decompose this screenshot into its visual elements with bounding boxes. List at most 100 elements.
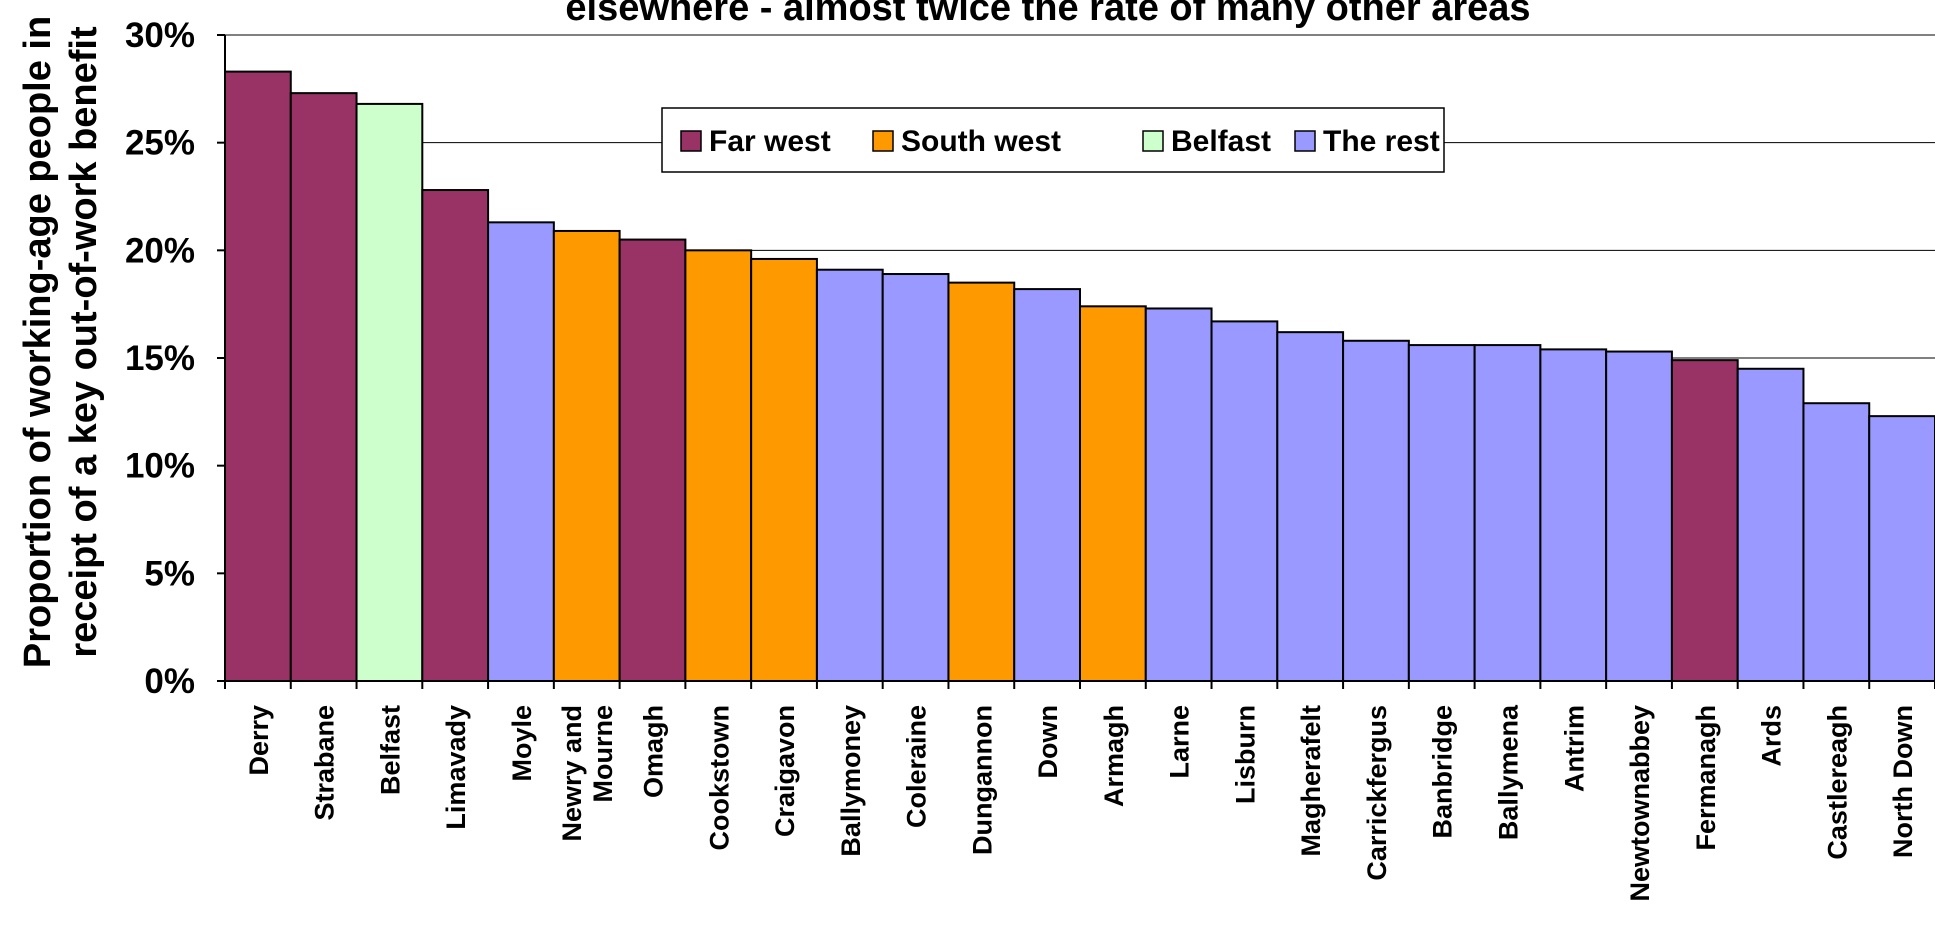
- bar-carrickfergus: [1342, 339, 1410, 682]
- x-tick-label: Newry and Mourne: [557, 705, 618, 842]
- y-axis-label-line-2: receipt of a key out-of-work benefit: [63, 26, 105, 658]
- x-tick-label: Dungannon: [967, 705, 997, 855]
- x-tick-label: Ballymena: [1494, 704, 1524, 840]
- bar-dungannon: [947, 281, 1016, 682]
- bar-coleraine: [881, 273, 950, 682]
- x-tick-label: North Down: [1888, 705, 1918, 858]
- x-tick-label-line: Mourne: [588, 705, 618, 803]
- bar-cookstown: [684, 249, 753, 682]
- x-tick-label-line: Magherafelt: [1296, 705, 1326, 857]
- legend-swatch: [872, 130, 894, 152]
- bar-moyle: [487, 221, 555, 682]
- x-tick-label: Fermanagh: [1691, 705, 1721, 851]
- bar-down: [1013, 288, 1082, 682]
- y-axis-label: Proportion of working-age people in rece…: [17, 16, 105, 668]
- legend-label: Belfast: [1171, 125, 1271, 158]
- x-tick-label: Larne: [1165, 705, 1195, 779]
- bar-derry: [224, 70, 292, 682]
- y-tick-label: 25%: [125, 124, 195, 163]
- bar-fermanagh: [1670, 359, 1739, 682]
- x-tick-label-line: Banbridge: [1428, 705, 1458, 839]
- bar-newtownabbey: [1605, 350, 1673, 682]
- bar-north-down: [1868, 415, 1935, 682]
- x-tick-label: Newtownabbey: [1625, 705, 1655, 902]
- x-tick-label-line: Limavady: [441, 705, 471, 830]
- x-tick-label: Ards: [1757, 705, 1787, 767]
- bar-newry-and-mourne: [552, 229, 621, 682]
- y-tick-label: 10%: [125, 447, 195, 486]
- x-tick-label-line: Larne: [1165, 705, 1195, 779]
- x-tick-label-line: Ballymoney: [836, 705, 866, 857]
- x-tick-label: Limavady: [441, 705, 471, 830]
- bar-antrim: [1539, 348, 1608, 682]
- legend: Far west South west Belfast The rest: [661, 107, 1445, 173]
- bar-craigavon: [750, 257, 818, 682]
- x-tick-label: Moyle: [507, 705, 537, 782]
- axes: [217, 34, 1935, 689]
- x-tick-label: Ballymoney: [836, 705, 866, 857]
- y-tick-labels: 0% 5% 10% 15% 20% 25% 30%: [125, 16, 195, 701]
- legend-swatch: [1142, 130, 1164, 152]
- x-tick-label: Derry: [244, 705, 274, 776]
- x-tick-label-line: Carrickfergus: [1362, 705, 1392, 881]
- bar-castlereagh: [1802, 402, 1871, 682]
- legend-swatch: [680, 130, 702, 152]
- legend-swatch: [1294, 130, 1316, 152]
- legend-label: Far west: [709, 125, 831, 158]
- y-axis-label-line-1: Proportion of working-age people in: [17, 16, 59, 668]
- x-tick-label: Belfast: [375, 705, 405, 795]
- bar-limavady: [421, 189, 490, 682]
- x-tick-label: Antrim: [1559, 705, 1589, 792]
- bar-omagh: [618, 238, 687, 682]
- x-tick-label: Carrickfergus: [1362, 705, 1392, 881]
- x-tick-label-line: Lisburn: [1230, 705, 1260, 804]
- x-tick-label: Down: [1033, 705, 1063, 779]
- x-tick-label-line: Fermanagh: [1691, 705, 1721, 851]
- bar-lisburn: [1210, 320, 1279, 682]
- x-tick-labels: Derry Strabane Belfast Limavady Moyle Newry a…: [244, 704, 1918, 902]
- x-tick-label-line: Moyle: [507, 705, 537, 782]
- bar-armagh: [1079, 305, 1147, 682]
- x-tick-label-line: Craigavon: [770, 705, 800, 837]
- x-tick-label-line: Omagh: [639, 705, 669, 798]
- x-tick-label: Craigavon: [770, 705, 800, 837]
- bar-larne: [1144, 307, 1213, 682]
- bar-ballymoney: [815, 268, 884, 682]
- x-tick-label: Lisburn: [1230, 705, 1260, 804]
- x-tick-label: Magherafelt: [1296, 705, 1326, 857]
- x-tick-label: Armagh: [1099, 705, 1129, 807]
- bar-belfast: [355, 102, 424, 682]
- bar-magherafelt: [1276, 331, 1345, 682]
- bar-banbridge: [1407, 344, 1476, 682]
- x-tick-label-line: Newtownabbey: [1625, 705, 1655, 902]
- x-tick-label: Cookstown: [704, 705, 734, 851]
- x-tick-label: Strabane: [310, 705, 340, 821]
- bar-strabane: [289, 92, 358, 682]
- y-tick-label: 15%: [125, 339, 195, 378]
- x-tick-label-line: Down: [1033, 705, 1063, 779]
- x-tick-label-line: North Down: [1888, 705, 1918, 858]
- x-tick-label-line: Ards: [1757, 705, 1787, 767]
- x-tick-label-line: Strabane: [310, 705, 340, 821]
- x-tick-label: Coleraine: [902, 705, 932, 828]
- chart-title: elsewhere - almost twice the rate of man…: [565, 0, 1530, 29]
- y-tick-label: 0%: [144, 662, 195, 701]
- bar-ards: [1736, 367, 1805, 682]
- x-tick-label: Omagh: [639, 705, 669, 798]
- legend-label: South west: [901, 125, 1061, 158]
- x-tick-label-line: Belfast: [375, 705, 405, 795]
- y-tick-label: 5%: [144, 554, 195, 593]
- x-tick-label-line: Coleraine: [902, 705, 932, 828]
- x-tick-label-line: Armagh: [1099, 705, 1129, 807]
- bar-ballymena: [1473, 344, 1542, 682]
- x-tick-label: Banbridge: [1428, 705, 1458, 839]
- x-tick-label-line: Ballymena: [1494, 704, 1524, 840]
- legend-label: The rest: [1323, 125, 1440, 158]
- bars: [224, 70, 1935, 682]
- x-tick-label-line: Cookstown: [704, 705, 734, 851]
- x-tick-label-line: Antrim: [1559, 705, 1589, 792]
- x-tick-label-line: Newry and: [557, 705, 587, 842]
- x-tick-label-line: Castlereagh: [1822, 705, 1852, 860]
- y-tick-label: 30%: [125, 16, 195, 55]
